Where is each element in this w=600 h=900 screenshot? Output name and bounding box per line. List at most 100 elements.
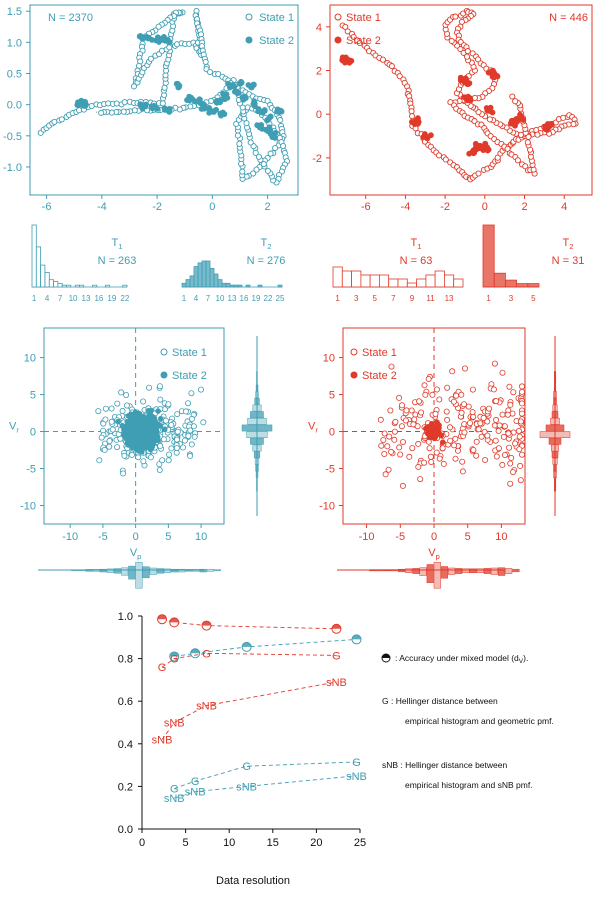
state1-point (123, 402, 130, 409)
y-axis-label: Vr (9, 421, 19, 435)
state1-point (272, 144, 279, 152)
x-tick-label: -5 (395, 531, 405, 543)
state1-point (422, 391, 429, 398)
series-line-sNB-red (161, 681, 337, 740)
state1-point (96, 457, 103, 464)
state1-point (459, 468, 466, 475)
state1-point (120, 470, 127, 477)
state1-point (202, 58, 209, 65)
state1-point (95, 408, 102, 415)
state1-point (197, 386, 204, 393)
state1-point (388, 448, 395, 455)
state1-point (399, 438, 406, 445)
state1-point (173, 445, 180, 452)
legend-state2-marker (245, 36, 253, 44)
track-right-plot: -6 -4 -2 0 2 4 4 2 0 -2 N = 446 State 1 State 2 (312, 4, 593, 213)
state1-point (447, 437, 454, 444)
y-tick-label: 0.8 (118, 654, 133, 666)
state2-point (272, 135, 278, 141)
series-point-label: G (202, 648, 211, 660)
bottom-hist-bar (383, 569, 391, 572)
state1-point (106, 438, 113, 445)
state2-point (484, 147, 491, 153)
x-tick-label: 0 (482, 201, 488, 213)
state1-point (181, 437, 188, 444)
side-hist-bar (552, 457, 558, 465)
hist-sample-size: N = 263 (98, 255, 137, 267)
state2-point (161, 107, 168, 113)
bottom-hist-bar (113, 568, 122, 574)
series-point-label: sNB (236, 781, 257, 793)
hist-bar (209, 267, 215, 288)
hist-tick-label: 13 (445, 294, 454, 303)
hist-tick-label: 19 (107, 294, 116, 303)
accuracy-marker-half (169, 651, 179, 657)
hist-title: T1 (111, 237, 122, 251)
state1-point (379, 56, 386, 63)
state1-point (459, 458, 466, 465)
state1-point (461, 429, 468, 436)
bottom-hist-bar (192, 569, 200, 572)
state2-point (115, 418, 121, 425)
hist-bar (57, 282, 63, 288)
state1-point (156, 383, 163, 390)
series-point-label: G (352, 757, 361, 769)
x-tick-label: 2 (521, 201, 527, 213)
state2-point (130, 432, 137, 438)
state1-point (386, 433, 393, 440)
side-hist-bar (554, 377, 557, 385)
hist-bar (44, 271, 50, 288)
state2-point (242, 95, 249, 101)
bottom-hist-bar (405, 568, 413, 573)
bottom-hist-bar (505, 568, 513, 574)
hist-bar (201, 260, 207, 288)
state1-point (165, 457, 172, 464)
hist-bar (388, 278, 399, 288)
state1-point (464, 48, 471, 55)
state1-point (440, 460, 447, 467)
state1-point (433, 386, 440, 393)
x-axis-label-sub: p (436, 552, 440, 561)
state1-point (168, 445, 175, 452)
state1-point (391, 436, 398, 443)
side-hist-bar (256, 377, 258, 385)
state1-point (114, 400, 121, 407)
state1-point (236, 140, 243, 147)
state2-point (125, 413, 132, 419)
legend-state2-marker (350, 371, 358, 379)
hist-title-main: T (562, 237, 569, 249)
state1-point (392, 418, 399, 425)
hist-tick-label: 4 (194, 294, 199, 303)
state1-point (492, 437, 499, 444)
state1-point (239, 168, 246, 175)
hist-bar (213, 273, 219, 288)
legend-state1: State 1 (362, 347, 397, 359)
state1-point (159, 457, 166, 464)
hist-bar (229, 284, 235, 288)
state1-point (499, 411, 506, 418)
bottom-hist-bar (412, 568, 420, 574)
state1-point (451, 442, 458, 449)
state1-point (388, 63, 395, 70)
state1-point (397, 451, 404, 458)
hist-tick-label: 3 (509, 294, 514, 303)
state1-point (534, 131, 541, 138)
bottom-hist-bar (369, 569, 377, 572)
legend-state1-marker (350, 348, 358, 356)
hist-bar (237, 284, 243, 288)
side-hist-bar (551, 451, 559, 458)
y-tick-label: -5 (26, 464, 36, 476)
side-hist-bar (552, 404, 558, 412)
state1-point (381, 430, 388, 437)
state1-point (173, 436, 180, 443)
state1-point (385, 466, 392, 473)
bottom-hist-bar (163, 568, 172, 573)
hist-bar (225, 282, 231, 288)
accuracy-marker-half (169, 617, 179, 623)
state2-point (127, 421, 134, 427)
state1-point (491, 360, 498, 367)
state1-point (452, 13, 459, 20)
state1-point (182, 408, 189, 415)
hist-tick-label: 7 (206, 294, 211, 303)
state2-point (141, 431, 148, 438)
